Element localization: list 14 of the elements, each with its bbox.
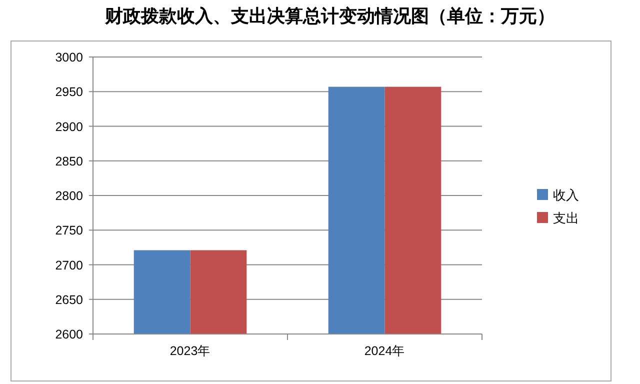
y-tick-label: 2600: [55, 328, 84, 342]
y-tick-label: 2650: [55, 292, 84, 307]
x-tick-label: 2024年: [364, 344, 406, 358]
y-tick-label: 2800: [55, 189, 84, 203]
legend-label: 支出: [553, 210, 579, 226]
legend-label: 收入: [553, 188, 579, 202]
chart-title: 财政拨款收入、支出决算总计变动情况图（单位：万元）: [104, 6, 555, 27]
y-tick-label: 2700: [55, 258, 84, 272]
y-tick-label: 2950: [55, 85, 84, 100]
y-tick-label: 2900: [55, 120, 84, 134]
y-tick-label: 2850: [55, 154, 84, 168]
x-tick-label: 2023年: [170, 344, 211, 358]
y-tick-label: 2750: [55, 224, 84, 238]
y-tick-label: 3000: [55, 50, 84, 64]
